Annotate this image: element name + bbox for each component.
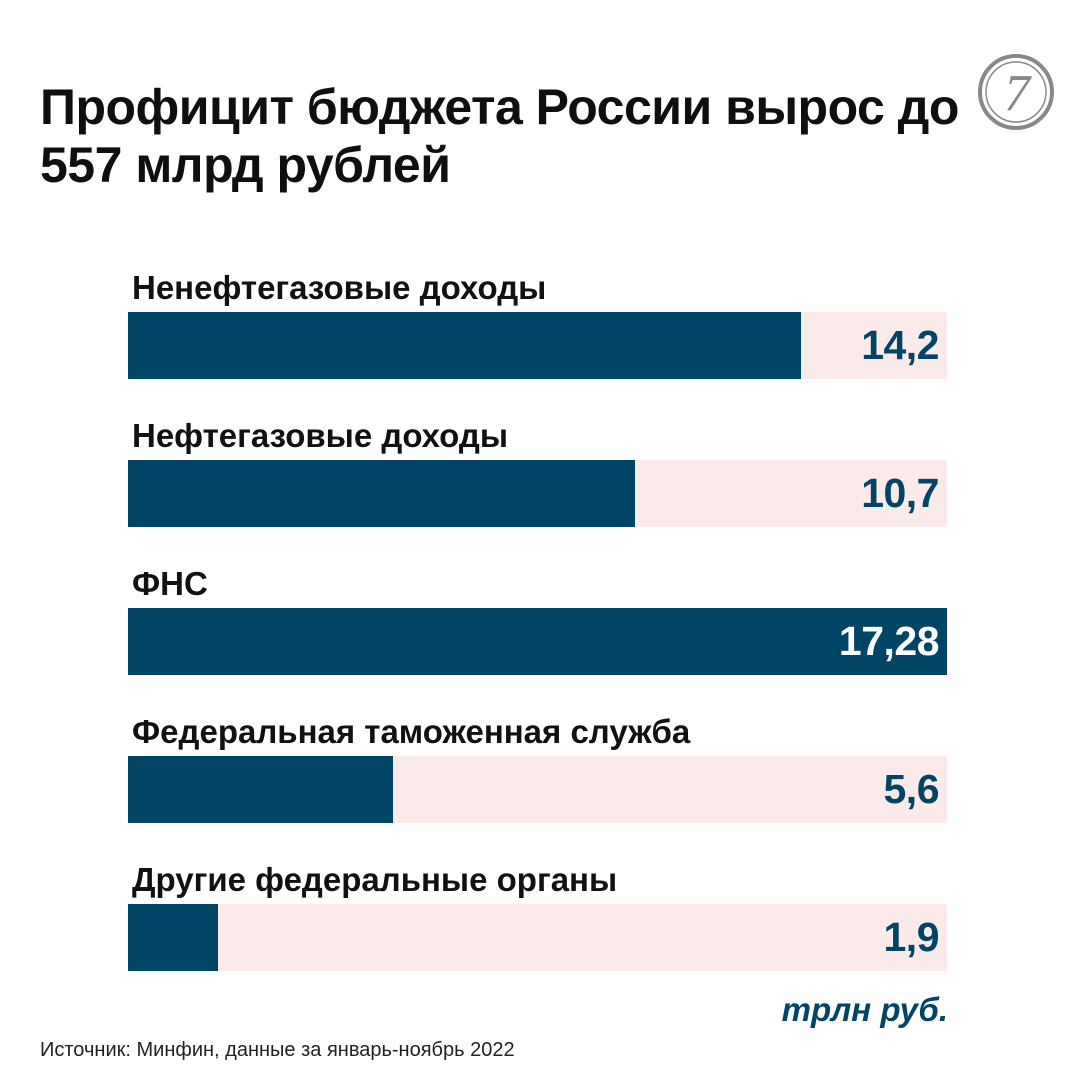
bar [128, 756, 393, 823]
bar [128, 460, 635, 527]
bar-track: 10,7 [128, 460, 947, 527]
bar [128, 608, 947, 675]
bar [128, 312, 801, 379]
bar-track: 17,28 [128, 608, 947, 675]
bar-track: 5,6 [128, 756, 947, 823]
value-label: 10,7 [861, 470, 939, 516]
category-label: Нефтегазовые доходы [132, 417, 509, 454]
bar-track: 1,9 [128, 904, 947, 971]
bar [128, 904, 218, 971]
page-title: Профицит бюджета России вырос до 557 млр… [40, 79, 959, 193]
category-label: Ненефтегазовые доходы [132, 269, 547, 306]
value-label: 1,9 [883, 914, 940, 960]
category-label: Федеральная таможенная служба [132, 713, 691, 750]
publisher-logo-icon: 7 [978, 54, 1054, 130]
value-label: 17,28 [838, 618, 940, 664]
source-note: Источник: Минфин, данные за январь-ноябр… [40, 1039, 515, 1061]
logo-monogram: 7 [1004, 65, 1032, 122]
value-label: 14,2 [861, 322, 939, 368]
bar-track: 14,2 [128, 312, 947, 379]
category-label: Другие федеральные органы [132, 861, 618, 898]
value-label: 5,6 [883, 766, 940, 812]
unit-label: трлн руб. [781, 991, 948, 1028]
category-label: ФНС [132, 565, 208, 602]
